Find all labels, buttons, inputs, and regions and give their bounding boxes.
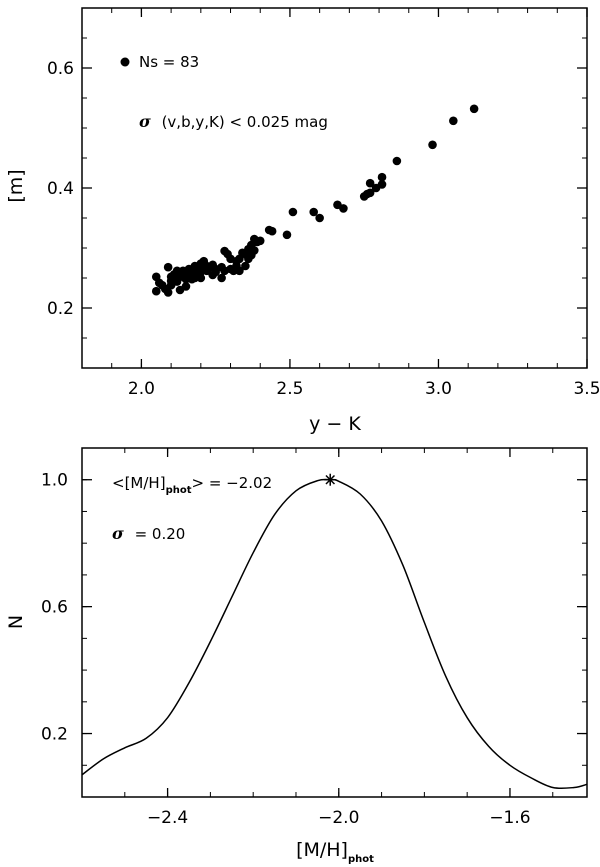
data-point xyxy=(428,140,437,150)
peak-star-marker xyxy=(324,473,337,486)
scatter-panel: 2.0 2.5 3.0 3.5 0.2 0.4 0.6 Ns = 83 σ (v,b,y,… xyxy=(5,7,600,435)
peak-star-stroke xyxy=(325,474,335,485)
data-point xyxy=(196,273,206,283)
data-point xyxy=(449,116,458,126)
data-point xyxy=(339,204,348,213)
sigma-text: (v,b,y,K) < 0.025 mag xyxy=(162,113,328,131)
data-point xyxy=(196,267,206,277)
data-point xyxy=(377,180,387,189)
mean-annotation: <[M/H]phot> = −2.02 xyxy=(112,474,272,496)
x2-axis-title-main: [M/H] xyxy=(296,839,348,861)
ns-label: Ns = 83 xyxy=(139,53,199,71)
data-point xyxy=(249,246,259,255)
y-tick-label: 0.4 xyxy=(47,179,74,199)
data-point xyxy=(181,268,191,278)
data-point xyxy=(469,104,479,114)
distribution-panel: −2.4 −2.0 −1.6 0.20.61.0 <[M/H]phot> = −2.… xyxy=(5,447,588,865)
y-tick-label: 0.2 xyxy=(47,299,74,319)
x2-axis-title: [M/H]phot xyxy=(296,839,374,865)
data-point xyxy=(232,261,241,271)
data-point xyxy=(365,178,375,188)
data-point xyxy=(241,261,250,271)
data-point xyxy=(282,230,292,240)
x2-tick-label: −2.0 xyxy=(318,808,359,828)
x-tick-label: 2.5 xyxy=(276,379,303,399)
sigma2-text: = 0.20 xyxy=(135,525,186,543)
mean-subscript: phot xyxy=(166,485,192,496)
y2-tick-label: 0.6 xyxy=(41,598,68,618)
data-point xyxy=(377,172,387,182)
y-axis-title: [m] xyxy=(5,169,27,202)
sigma-symbol: σ xyxy=(139,112,151,131)
x-tick-label: 3.0 xyxy=(425,379,452,399)
x2-axis-title-sub: phot xyxy=(348,854,374,865)
data-point xyxy=(288,207,298,217)
x2-tick-label: −1.6 xyxy=(489,808,530,828)
data-point xyxy=(163,262,173,272)
mean-prefix: <[M/H] xyxy=(112,474,166,492)
data-point xyxy=(392,156,402,166)
distribution-plot-frame xyxy=(81,447,588,798)
data-point xyxy=(190,273,200,283)
data-point xyxy=(241,249,250,259)
data-point xyxy=(217,262,226,272)
sigma-annotation: σ (v,b,y,K) < 0.025 mag xyxy=(139,112,328,131)
data-point xyxy=(315,213,324,223)
data-point xyxy=(151,286,161,296)
x-tick-label: 3.5 xyxy=(573,379,600,399)
x-tick-label: 2.0 xyxy=(128,379,155,399)
sigma2-annotation: σ = 0.20 xyxy=(112,524,185,543)
y2-tick-label: 1.0 xyxy=(41,471,68,491)
data-point xyxy=(163,288,173,297)
data-point xyxy=(211,267,220,277)
y2-axis-title: N xyxy=(5,615,27,629)
data-point xyxy=(181,282,191,291)
data-point xyxy=(217,273,226,283)
data-point xyxy=(202,261,212,271)
ns-legend-marker xyxy=(120,57,130,67)
sigma2-symbol: σ xyxy=(112,524,124,543)
data-point xyxy=(255,236,265,246)
y2-tick-label: 0.2 xyxy=(41,725,68,745)
mean-suffix: > = −2.02 xyxy=(192,474,273,492)
x2-tick-label: −2.4 xyxy=(147,808,188,828)
data-point xyxy=(166,280,176,290)
y-tick-label: 0.6 xyxy=(47,59,74,79)
data-point xyxy=(267,226,277,236)
x-axis-title: y − K xyxy=(309,413,361,435)
data-point xyxy=(365,188,375,198)
data-point xyxy=(309,207,319,217)
data-point xyxy=(172,273,182,283)
